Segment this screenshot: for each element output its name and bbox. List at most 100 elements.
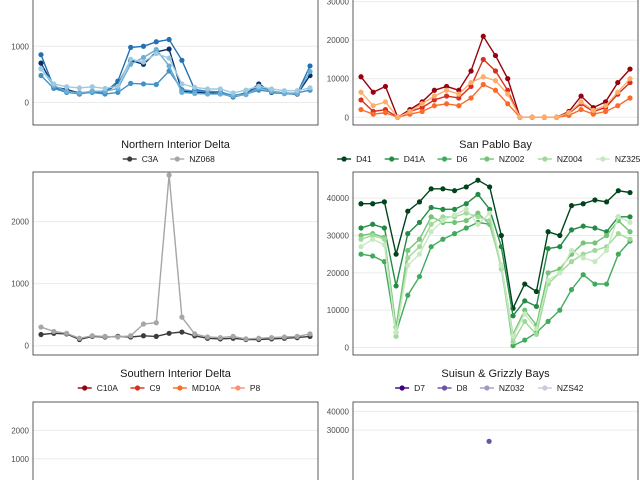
data-point [627, 219, 633, 226]
legend-item-d6: D6 [437, 154, 468, 164]
data-point [381, 225, 387, 231]
data-point [568, 247, 575, 254]
series-line [40, 175, 311, 340]
data-point [393, 251, 399, 257]
data-point [166, 63, 172, 69]
data-point [615, 251, 621, 257]
series-4 [358, 74, 633, 120]
legend-item-d41: D41 [337, 154, 372, 164]
panel-title: Suisun & Grizzly Bays [441, 368, 550, 380]
data-point [566, 110, 572, 116]
data-point [554, 114, 560, 120]
data-point [463, 201, 469, 207]
data-point [498, 244, 504, 250]
data-point [166, 330, 172, 336]
data-point [204, 334, 211, 340]
y-tick-label: 20000 [327, 269, 350, 278]
data-point [370, 232, 376, 239]
data-point [468, 83, 474, 90]
data-point [217, 86, 223, 92]
data-point [230, 333, 236, 339]
legend-key-point [127, 156, 133, 162]
data-point [416, 219, 423, 226]
data-point [505, 101, 511, 107]
legend-label: NZ002 [499, 154, 525, 164]
y-tick-label: 40000 [327, 407, 350, 416]
data-point [428, 221, 434, 227]
data-point [475, 221, 481, 227]
y-tick-label: 0 [25, 99, 30, 108]
data-point [498, 262, 504, 268]
legend-label: D41A [404, 154, 426, 164]
legend-key-point [389, 156, 395, 162]
data-point [463, 225, 469, 231]
data-point [510, 313, 516, 319]
legend-item-c9: C9 [130, 383, 161, 393]
legend-item-nz325: NZ325 [595, 154, 640, 164]
data-point [578, 93, 584, 99]
data-point [557, 270, 563, 276]
data-point [592, 197, 598, 203]
data-point [268, 335, 275, 341]
data-point [492, 87, 499, 93]
data-point [602, 108, 609, 115]
y-tick-label: 0 [345, 113, 350, 122]
data-point [580, 251, 586, 257]
data-point [487, 210, 493, 216]
panel-border [32, 171, 319, 356]
data-point [568, 259, 575, 265]
data-point [487, 206, 493, 212]
data-point [416, 199, 423, 205]
data-point [533, 288, 540, 295]
data-point [416, 236, 423, 242]
data-point [456, 87, 462, 93]
data-point [451, 231, 458, 237]
data-point [38, 66, 44, 72]
data-point [358, 236, 364, 242]
legend-label: C9 [150, 383, 161, 393]
data-point [480, 74, 486, 80]
series-nz068 [38, 172, 313, 342]
data-point [463, 217, 469, 224]
data-point [486, 438, 492, 444]
data-point [192, 84, 198, 90]
data-point [38, 331, 44, 338]
series-5 [38, 50, 313, 96]
data-point [557, 307, 563, 313]
y-tick-label: 0 [345, 344, 350, 353]
data-point [568, 287, 575, 293]
data-point [456, 103, 462, 109]
data-point [153, 47, 159, 53]
legend-label: D41 [356, 154, 372, 164]
data-point [370, 103, 376, 109]
data-point [545, 318, 551, 324]
data-point [166, 55, 172, 61]
data-point [522, 307, 528, 313]
data-point [358, 232, 364, 239]
data-point [592, 225, 598, 231]
legend-label: NZ032 [499, 383, 525, 393]
data-point [580, 272, 586, 278]
data-point [440, 217, 446, 224]
data-point [51, 328, 57, 335]
data-point [517, 114, 523, 120]
data-point [89, 333, 95, 339]
data-point [557, 244, 563, 250]
data-point [294, 333, 300, 339]
data-point [64, 88, 70, 94]
data-point [428, 214, 434, 220]
data-point [456, 91, 462, 97]
data-point [480, 56, 486, 63]
legend-label: NZ068 [189, 154, 215, 164]
data-point [405, 247, 411, 254]
data-point [451, 219, 458, 226]
panel-border [352, 0, 639, 126]
data-point [358, 201, 364, 207]
data-point [627, 95, 633, 101]
data-point [102, 85, 108, 92]
legend-key-point [177, 385, 183, 391]
data-point [522, 311, 528, 317]
data-point [358, 244, 364, 250]
